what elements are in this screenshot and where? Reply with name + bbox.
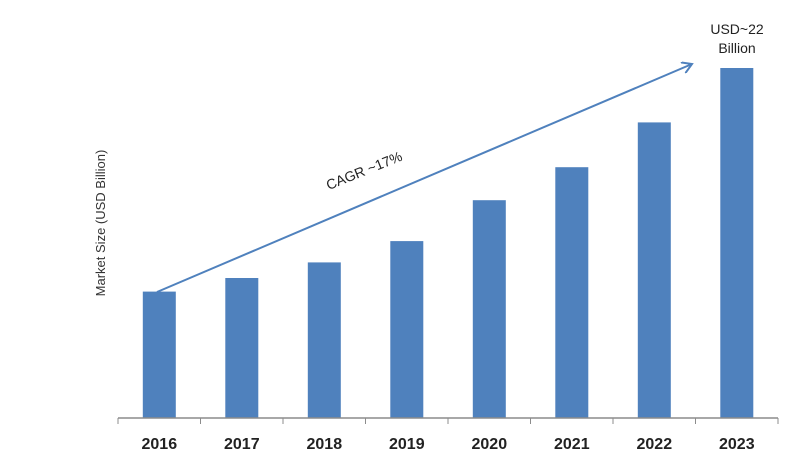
cagr-trend-arrow (156, 64, 692, 293)
bar-2016 (142, 291, 176, 418)
x-tick-label-2016: 2016 (142, 436, 178, 453)
y-axis-label: Market Size (USD Billion) (93, 150, 108, 297)
cagr-annotation: CAGR ~17% (324, 148, 405, 193)
x-tick-label-2020: 2020 (472, 436, 508, 453)
bar-2019 (390, 241, 424, 418)
x-tick-label-2019: 2019 (389, 436, 425, 453)
bar-2022 (637, 122, 671, 419)
end-value-annotation-line2: Billion (718, 40, 755, 56)
x-tick-label-2022: 2022 (637, 436, 673, 453)
bars-layer (142, 68, 754, 419)
x-tick-label-2021: 2021 (554, 436, 590, 453)
bar-2018 (307, 262, 341, 418)
x-tick-labels: 2016 2017 2018 2019 2020 2021 2022 2023 (117, 418, 779, 453)
end-value-annotation-line1: USD~22 (710, 21, 764, 37)
bar-2023 (720, 68, 754, 418)
bar-2021 (555, 167, 589, 418)
x-tick-label-2023: 2023 (719, 436, 755, 453)
bar-2017 (225, 278, 259, 418)
x-tick-label-2018: 2018 (307, 436, 343, 453)
bar-2020 (472, 200, 506, 418)
x-tick-label-2017: 2017 (224, 436, 260, 453)
